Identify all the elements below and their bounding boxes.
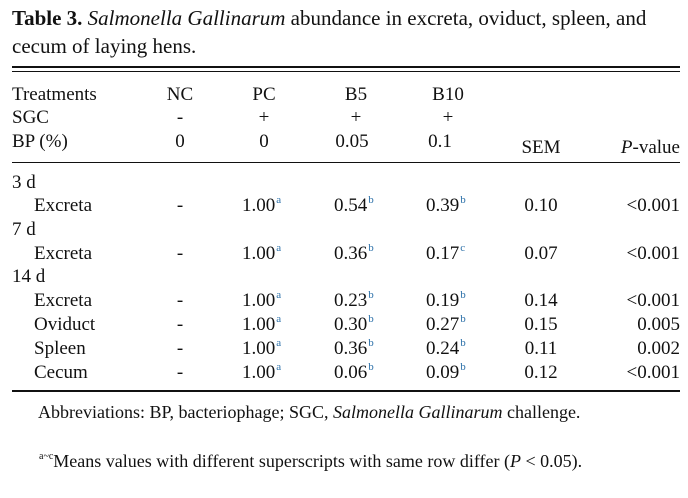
bottom-rule [12, 390, 680, 392]
header-group-sgc: + [442, 107, 454, 128]
header-group-bp: 0 [259, 131, 269, 152]
cell-pvalue: 0.002 [637, 338, 680, 359]
header-group-name: NC [166, 84, 194, 105]
top-rule-thick [12, 66, 680, 68]
cell-b10: 0.09b [426, 361, 466, 383]
cell-b5: 0.06b [334, 361, 374, 383]
header-sgc: SGC [12, 107, 49, 128]
cell-b10: 0.24b [426, 337, 466, 359]
cell-pc: 1.00a [242, 313, 282, 335]
cell-pc: 1.00a [242, 361, 282, 383]
header-group-bp: 0.1 [428, 131, 452, 152]
cell-pc: 1.00a [242, 337, 282, 359]
cell-pc: 1.00a [242, 242, 282, 264]
cell-sem: 0.10 [524, 195, 558, 216]
footnote-means: a~cMeans values with different superscri… [39, 451, 583, 471]
cell-b10: 0.39b [426, 194, 466, 216]
cell-b10: 0.17c [426, 242, 466, 264]
row-label: Cecum [34, 362, 88, 383]
cell-sem: 0.11 [524, 338, 558, 359]
section-title: 14 d [12, 266, 46, 287]
cell-sem: 0.14 [524, 290, 558, 311]
row-label: Spleen [34, 338, 86, 359]
header-group-sgc: - [176, 107, 184, 128]
cell-b5: 0.36b [334, 242, 374, 264]
cell-pc: 1.00a [242, 289, 282, 311]
cell-b5: 0.36b [334, 337, 374, 359]
header-treatments: Treatments [12, 84, 97, 105]
header-group-bp: 0.05 [335, 131, 369, 152]
header-group-name: PC [252, 84, 276, 105]
cell-b5: 0.54b [334, 194, 374, 216]
header-rule [12, 162, 680, 163]
row-label: Oviduct [34, 314, 96, 335]
caption-rest: abundance in excreta, oviduct, spleen, a… [12, 6, 647, 58]
cell-b10: 0.19b [426, 289, 466, 311]
cell-b5: 0.23b [334, 289, 374, 311]
cell-nc: - [176, 362, 184, 383]
cell-pvalue: <0.001 [626, 195, 680, 216]
cell-nc: - [176, 314, 184, 335]
cell-pvalue: <0.001 [626, 290, 680, 311]
header-pvalue: P-value [620, 137, 680, 158]
row-label: Excreta [34, 290, 93, 311]
cell-nc: - [176, 338, 184, 359]
header-group-sgc: + [258, 107, 270, 128]
cell-nc: - [176, 243, 184, 264]
cell-nc: - [176, 290, 184, 311]
cell-pvalue: 0.005 [637, 314, 680, 335]
cell-nc: - [176, 195, 184, 216]
header-group-name: B10 [432, 84, 464, 105]
header-group-sgc: + [350, 107, 362, 128]
section-title: 7 d [12, 219, 36, 240]
section-title: 3 d [12, 172, 36, 193]
table-label: Table 3. [12, 6, 83, 30]
cell-pvalue: <0.001 [626, 362, 680, 383]
header-group-name: B5 [344, 84, 368, 105]
cell-sem: 0.12 [524, 362, 558, 383]
header-sem: SEM [521, 137, 561, 158]
header-group-bp: 0 [175, 131, 185, 152]
cell-b5: 0.30b [334, 313, 374, 335]
cell-sem: 0.07 [524, 243, 558, 264]
caption-italic: Salmonella Gallinarum [87, 6, 286, 30]
cell-pvalue: <0.001 [626, 243, 680, 264]
footnote-abbreviations: Abbreviations: BP, bacteriophage; SGC, S… [38, 402, 581, 422]
row-label: Excreta [34, 195, 93, 216]
top-rule-thin [12, 71, 680, 72]
cell-b10: 0.27b [426, 313, 466, 335]
cell-sem: 0.15 [524, 314, 558, 335]
row-label: Excreta [34, 243, 93, 264]
cell-pc: 1.00a [242, 194, 282, 216]
header-bp: BP (%) [12, 131, 68, 152]
table-caption: Table 3. Salmonella Gallinarum abundance… [12, 4, 682, 60]
